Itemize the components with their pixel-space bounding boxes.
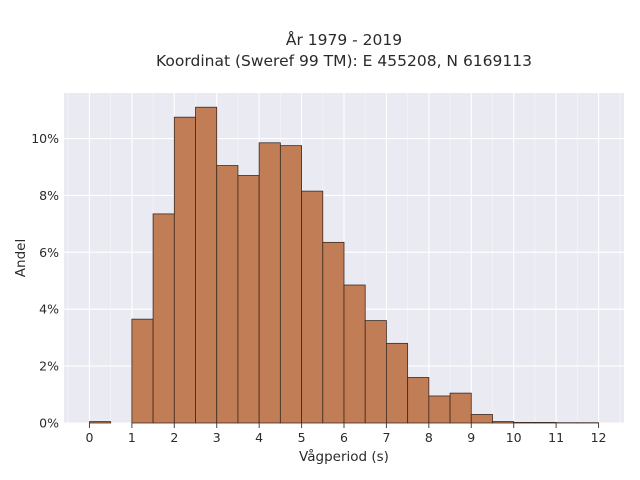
histogram-bar [407,377,430,424]
x-tick-label: 4 [255,430,263,445]
x-tick-label: 12 [591,430,607,445]
y-tick-label: 4% [39,302,59,317]
histogram-bar [279,145,302,424]
histogram-bar [386,342,409,424]
y-axis-label: Andel [13,239,29,277]
histogram-bar [513,422,536,424]
x-tick-label: 7 [382,430,390,445]
chart-title-line1: År 1979 - 2019 [286,30,402,49]
histogram-bar [131,318,154,424]
x-tick-label: 5 [298,430,306,445]
y-tick-label: 8% [39,188,59,203]
x-tick-label: 8 [425,430,433,445]
y-tick-label: 0% [39,416,59,431]
histogram-bar [322,241,345,424]
histogram-bar [449,392,472,424]
histogram-bar [152,213,175,424]
x-axis-ticks: 0 1 2 3 4 5 6 7 8 9 10 11 12 [85,423,606,445]
histogram-bar [216,165,239,424]
histogram-bar [258,142,281,424]
histogram-bar [364,320,387,424]
x-axis-label: Vågperiod (s) [299,448,389,465]
x-tick-label: 1 [128,430,136,445]
histogram-bar [173,116,196,424]
x-tick-label: 11 [548,430,564,445]
y-tick-label: 2% [39,359,59,374]
y-tick-label: 10% [31,131,59,146]
histogram-bar [470,414,493,424]
bars [89,106,599,424]
histogram-bar [301,190,324,424]
chart-title-line2: Koordinat (Sweref 99 TM): E 455208, N 61… [156,52,532,70]
x-tick-label: 6 [340,430,348,445]
histogram-bar [343,284,366,424]
histogram-bar [428,395,451,424]
x-tick-label: 3 [213,430,221,445]
y-axis-ticks: 0% 2% 4% 6% 8% 10% [31,131,59,430]
histogram-bar [89,421,112,424]
histogram-bar [195,106,218,424]
x-tick-label: 10 [506,430,522,445]
histogram-bar [492,421,515,424]
x-tick-label: 0 [85,430,93,445]
x-tick-label: 9 [467,430,475,445]
histogram-bar [534,422,557,424]
x-tick-label: 2 [170,430,178,445]
y-tick-label: 6% [39,245,59,260]
histogram-bar [237,175,260,424]
